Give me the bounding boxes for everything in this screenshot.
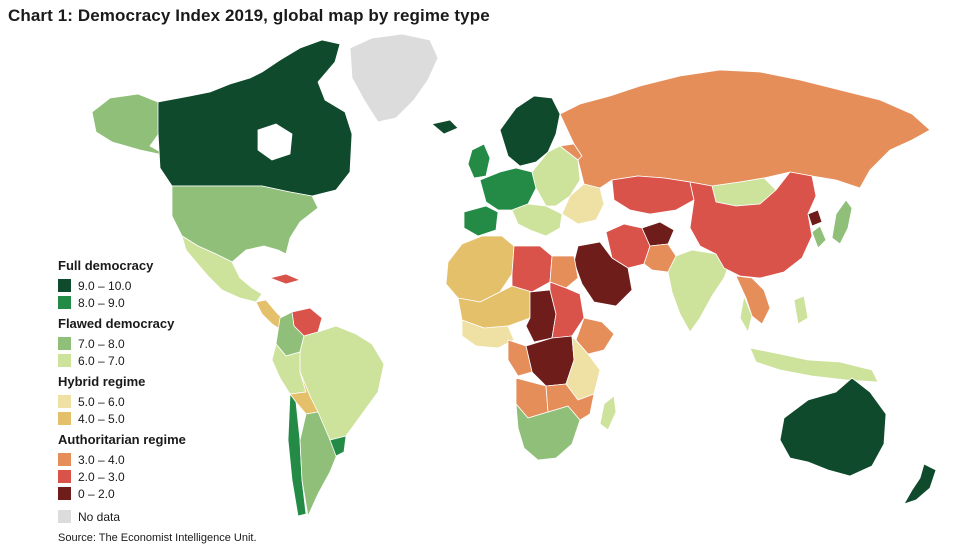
legend-label: 6.0 – 7.0 [78, 353, 125, 368]
legend-item: 4.0 – 5.0 [58, 410, 208, 427]
region-australia [779, 377, 887, 477]
legend-swatch [58, 510, 71, 523]
region-russia [559, 69, 931, 189]
region-west-africa-coast [461, 319, 515, 349]
region-iceland [431, 119, 459, 135]
legend-swatch [58, 487, 71, 500]
legend-group-full-democracy: Full democracy 9.0 – 10.0 8.0 – 9.0 [58, 258, 208, 311]
region-sudan [549, 281, 585, 339]
legend-swatch [58, 279, 71, 292]
region-mozambique [545, 383, 595, 421]
legend-label: No data [78, 509, 121, 524]
legend-item-no-data: No data [58, 508, 208, 525]
region-saudi-arabia [573, 241, 633, 307]
region-gabon-congo [507, 339, 533, 377]
legend-group-authoritarian-regime: Authoritarian regime 3.0 – 4.0 2.0 – 3.0… [58, 432, 208, 502]
legend-label: 5.0 – 6.0 [78, 394, 125, 409]
region-libya [511, 245, 553, 293]
region-western-europe [479, 167, 537, 211]
region-india [667, 249, 731, 333]
legend-group-hybrid-regime: Hybrid regime 5.0 – 6.0 4.0 – 5.0 [58, 374, 208, 427]
legend-label: 9.0 – 10.0 [78, 278, 132, 293]
legend-swatch [58, 337, 71, 350]
region-philippines [793, 295, 809, 325]
region-chad-car [525, 289, 557, 343]
legend-item: 8.0 – 9.0 [58, 294, 208, 311]
region-cuba [269, 273, 301, 285]
legend-group-title: Hybrid regime [58, 374, 146, 389]
region-iberia [463, 205, 499, 237]
region-kazakhstan [611, 175, 695, 215]
region-bolivia [289, 371, 319, 415]
legend-swatch [58, 354, 71, 367]
legend-group-flawed-democracy: Flawed democracy 7.0 – 8.0 6.0 – 7.0 [58, 316, 208, 369]
legend-swatch [58, 412, 71, 425]
legend: Full democracy 9.0 – 10.0 8.0 – 9.0 Flaw… [58, 258, 208, 525]
legend-group-title: Flawed democracy [58, 316, 175, 331]
region-italy-balkans [511, 203, 563, 237]
region-thailand [739, 295, 753, 333]
region-chile [287, 393, 307, 517]
legend-group-title: Full democracy [58, 258, 154, 273]
region-north-korea [807, 209, 823, 227]
region-egypt [549, 255, 579, 289]
legend-label: 4.0 – 5.0 [78, 411, 125, 426]
region-mexico [181, 235, 263, 303]
region-indonesia [749, 347, 879, 383]
legend-label: 3.0 – 4.0 [78, 452, 125, 467]
region-central-africa [525, 335, 575, 387]
legend-item: 9.0 – 10.0 [58, 277, 208, 294]
legend-item: 2.0 – 3.0 [58, 468, 208, 485]
region-afghanistan [641, 221, 675, 247]
region-uruguay [329, 435, 347, 457]
legend-label: 7.0 – 8.0 [78, 336, 125, 351]
region-new-zealand [903, 463, 937, 505]
legend-label: 2.0 – 3.0 [78, 469, 125, 484]
region-southeast-asia [735, 275, 771, 325]
region-uk-ireland [467, 143, 491, 179]
legend-swatch [58, 296, 71, 309]
legend-label: 8.0 – 9.0 [78, 295, 125, 310]
region-eastern-europe [531, 145, 581, 207]
legend-swatch [58, 453, 71, 466]
legend-swatch [58, 395, 71, 408]
source-note: Source: The Economist Intelligence Unit. [58, 532, 257, 544]
legend-item: 5.0 – 6.0 [58, 393, 208, 410]
region-greenland [349, 33, 439, 123]
region-canada [157, 39, 353, 197]
legend-item: 0 – 2.0 [58, 485, 208, 502]
region-madagascar [599, 395, 617, 431]
region-japan [831, 199, 853, 245]
region-china [689, 171, 817, 279]
legend-item: 7.0 – 8.0 [58, 335, 208, 352]
legend-swatch [58, 470, 71, 483]
region-alaska [91, 93, 169, 157]
region-korea-japan [811, 225, 827, 249]
region-scandinavia [499, 95, 561, 167]
legend-group-title: Authoritarian regime [58, 432, 186, 447]
region-argentina [299, 411, 339, 517]
legend-item: 3.0 – 4.0 [58, 451, 208, 468]
legend-label: 0 – 2.0 [78, 486, 115, 501]
region-southern-africa [515, 403, 581, 461]
chart-title: Chart 1: Democracy Index 2019, global ma… [8, 6, 490, 25]
region-hudson-bay [257, 123, 293, 161]
legend-item: 6.0 – 7.0 [58, 352, 208, 369]
